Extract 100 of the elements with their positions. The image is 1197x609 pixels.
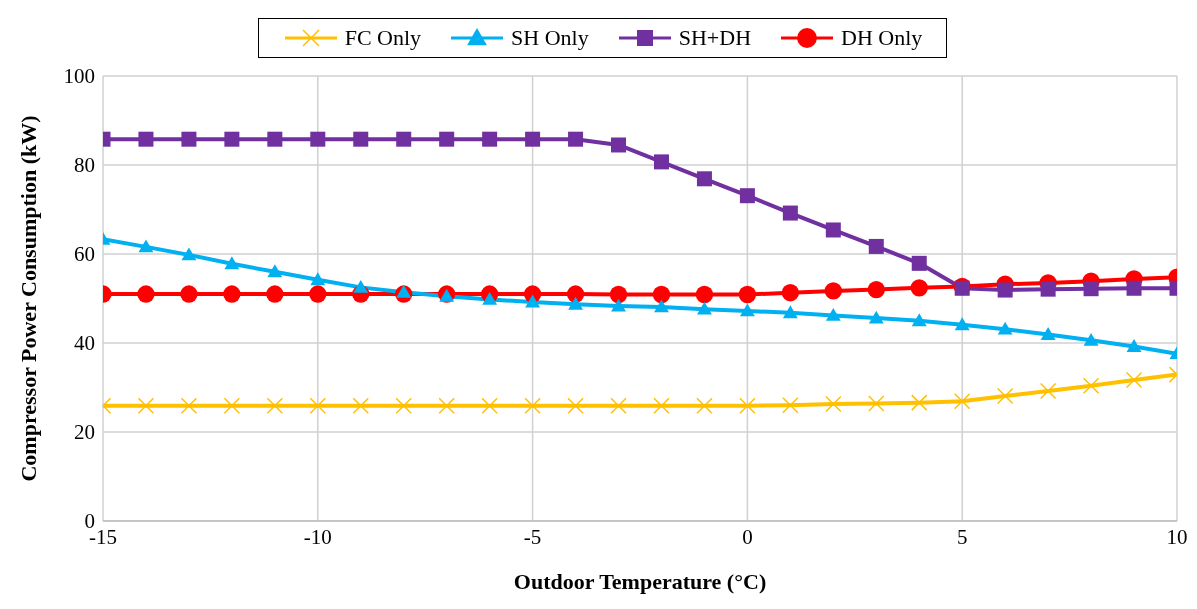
x-tick-label: 0 xyxy=(742,524,753,549)
point xyxy=(1083,332,1099,346)
x-tick-label: 10 xyxy=(1166,524,1188,549)
point xyxy=(568,296,583,310)
point xyxy=(911,255,927,271)
point xyxy=(611,298,626,312)
y-tick-label: 20 xyxy=(74,420,95,445)
x-tick-label: 5 xyxy=(956,524,968,549)
point xyxy=(1040,327,1056,340)
point xyxy=(825,222,841,238)
point xyxy=(1082,377,1100,394)
point xyxy=(567,397,584,414)
point xyxy=(482,131,498,147)
point xyxy=(738,285,757,304)
point xyxy=(568,131,584,147)
point xyxy=(1125,371,1143,389)
point xyxy=(910,394,928,411)
point xyxy=(1083,281,1099,297)
point xyxy=(309,397,327,414)
point xyxy=(867,280,885,299)
point xyxy=(395,397,412,414)
point xyxy=(266,397,284,414)
point xyxy=(782,397,799,414)
point xyxy=(180,397,198,414)
point xyxy=(1126,339,1142,352)
point xyxy=(739,188,755,204)
point xyxy=(181,131,197,147)
point xyxy=(566,285,585,303)
point xyxy=(439,131,455,147)
point xyxy=(609,285,628,304)
point xyxy=(653,154,669,170)
point xyxy=(482,291,498,305)
point xyxy=(911,313,927,327)
y-tick-label: 80 xyxy=(74,153,95,178)
point xyxy=(653,397,670,414)
point xyxy=(396,131,412,147)
point xyxy=(180,285,198,303)
point xyxy=(1039,382,1057,400)
point xyxy=(954,317,970,331)
point xyxy=(953,393,971,410)
point xyxy=(310,131,326,147)
y-tick-label: 60 xyxy=(74,242,95,267)
point xyxy=(525,131,541,147)
point xyxy=(825,307,841,321)
point xyxy=(524,397,541,414)
point xyxy=(138,131,154,147)
point xyxy=(739,303,755,317)
point xyxy=(1040,281,1056,297)
point xyxy=(652,285,671,304)
point xyxy=(353,131,369,147)
point xyxy=(223,397,241,414)
x-tick-label: -5 xyxy=(523,524,542,549)
point xyxy=(782,205,798,221)
point xyxy=(611,137,627,153)
point xyxy=(996,387,1014,405)
point xyxy=(696,171,712,187)
point xyxy=(739,397,756,414)
point xyxy=(695,285,714,304)
y-axis-title: Compressor Power Consumption (kW) xyxy=(15,115,41,482)
point xyxy=(781,284,800,302)
point xyxy=(438,397,455,414)
point xyxy=(137,397,155,414)
x-tick-label: -10 xyxy=(303,524,332,549)
point xyxy=(223,285,241,303)
point xyxy=(267,264,283,278)
point xyxy=(654,299,669,313)
legend-label: SH Only xyxy=(511,25,589,51)
point xyxy=(610,397,627,414)
x-axis-title: Outdoor Temperature (°C) xyxy=(513,569,767,594)
point xyxy=(481,397,498,414)
point xyxy=(181,247,197,261)
point xyxy=(868,310,884,324)
point xyxy=(697,301,712,315)
point xyxy=(868,395,885,412)
point xyxy=(910,279,928,297)
point xyxy=(396,284,412,298)
point xyxy=(525,294,541,308)
point xyxy=(782,305,798,319)
point xyxy=(353,279,369,293)
point xyxy=(309,285,327,303)
point xyxy=(868,238,884,254)
point xyxy=(266,285,284,303)
point xyxy=(997,282,1013,298)
point xyxy=(825,395,842,413)
point xyxy=(1126,280,1142,296)
point xyxy=(696,397,713,414)
y-tick-label: 40 xyxy=(74,331,95,356)
point xyxy=(352,397,370,414)
legend-label: DH Only xyxy=(841,25,923,51)
point xyxy=(267,131,283,147)
point xyxy=(824,282,842,300)
legend-label: SH+DH xyxy=(678,25,752,51)
y-tick-label: 100 xyxy=(63,64,95,89)
point xyxy=(224,256,240,270)
point xyxy=(997,321,1013,335)
point xyxy=(310,272,326,286)
point xyxy=(138,239,154,253)
point xyxy=(137,285,155,303)
point xyxy=(224,131,240,147)
legend-label: FC Only xyxy=(344,25,422,51)
